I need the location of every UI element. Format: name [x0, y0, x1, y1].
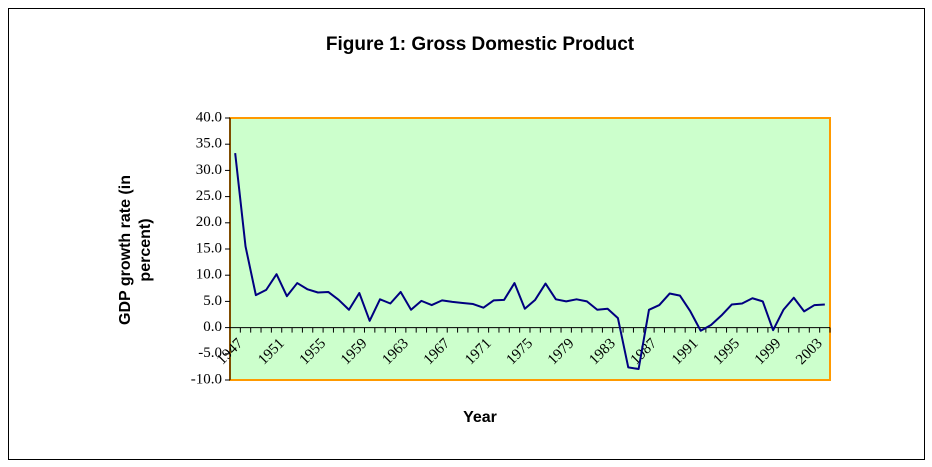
y-tick-label: 30.0 — [196, 162, 222, 178]
y-tick-label: 35.0 — [196, 136, 222, 152]
x-axis-label: Year — [463, 409, 497, 426]
y-tick-label: 5.0 — [203, 293, 222, 309]
y-tick-label: 40.0 — [196, 109, 222, 125]
y-tick-label: 20.0 — [196, 214, 222, 230]
y-axis-label-line: percent) — [137, 218, 154, 281]
chart-title: Figure 1: Gross Domestic Product — [326, 34, 635, 55]
data-line — [234, 152, 825, 370]
y-tick-label: -10.0 — [191, 371, 222, 387]
y-tick-label: 10.0 — [196, 267, 222, 283]
y-tick-label: 15.0 — [196, 240, 222, 256]
y-tick-label: 25.0 — [196, 188, 222, 204]
plot-area — [229, 117, 831, 381]
y-axis-label: GDP growth rate (in percent) — [117, 175, 154, 325]
y-tick-label: -5.0 — [198, 345, 222, 361]
y-axis-label-line: GDP growth rate (in — [117, 175, 134, 325]
y-tick-label: 0.0 — [203, 319, 222, 335]
